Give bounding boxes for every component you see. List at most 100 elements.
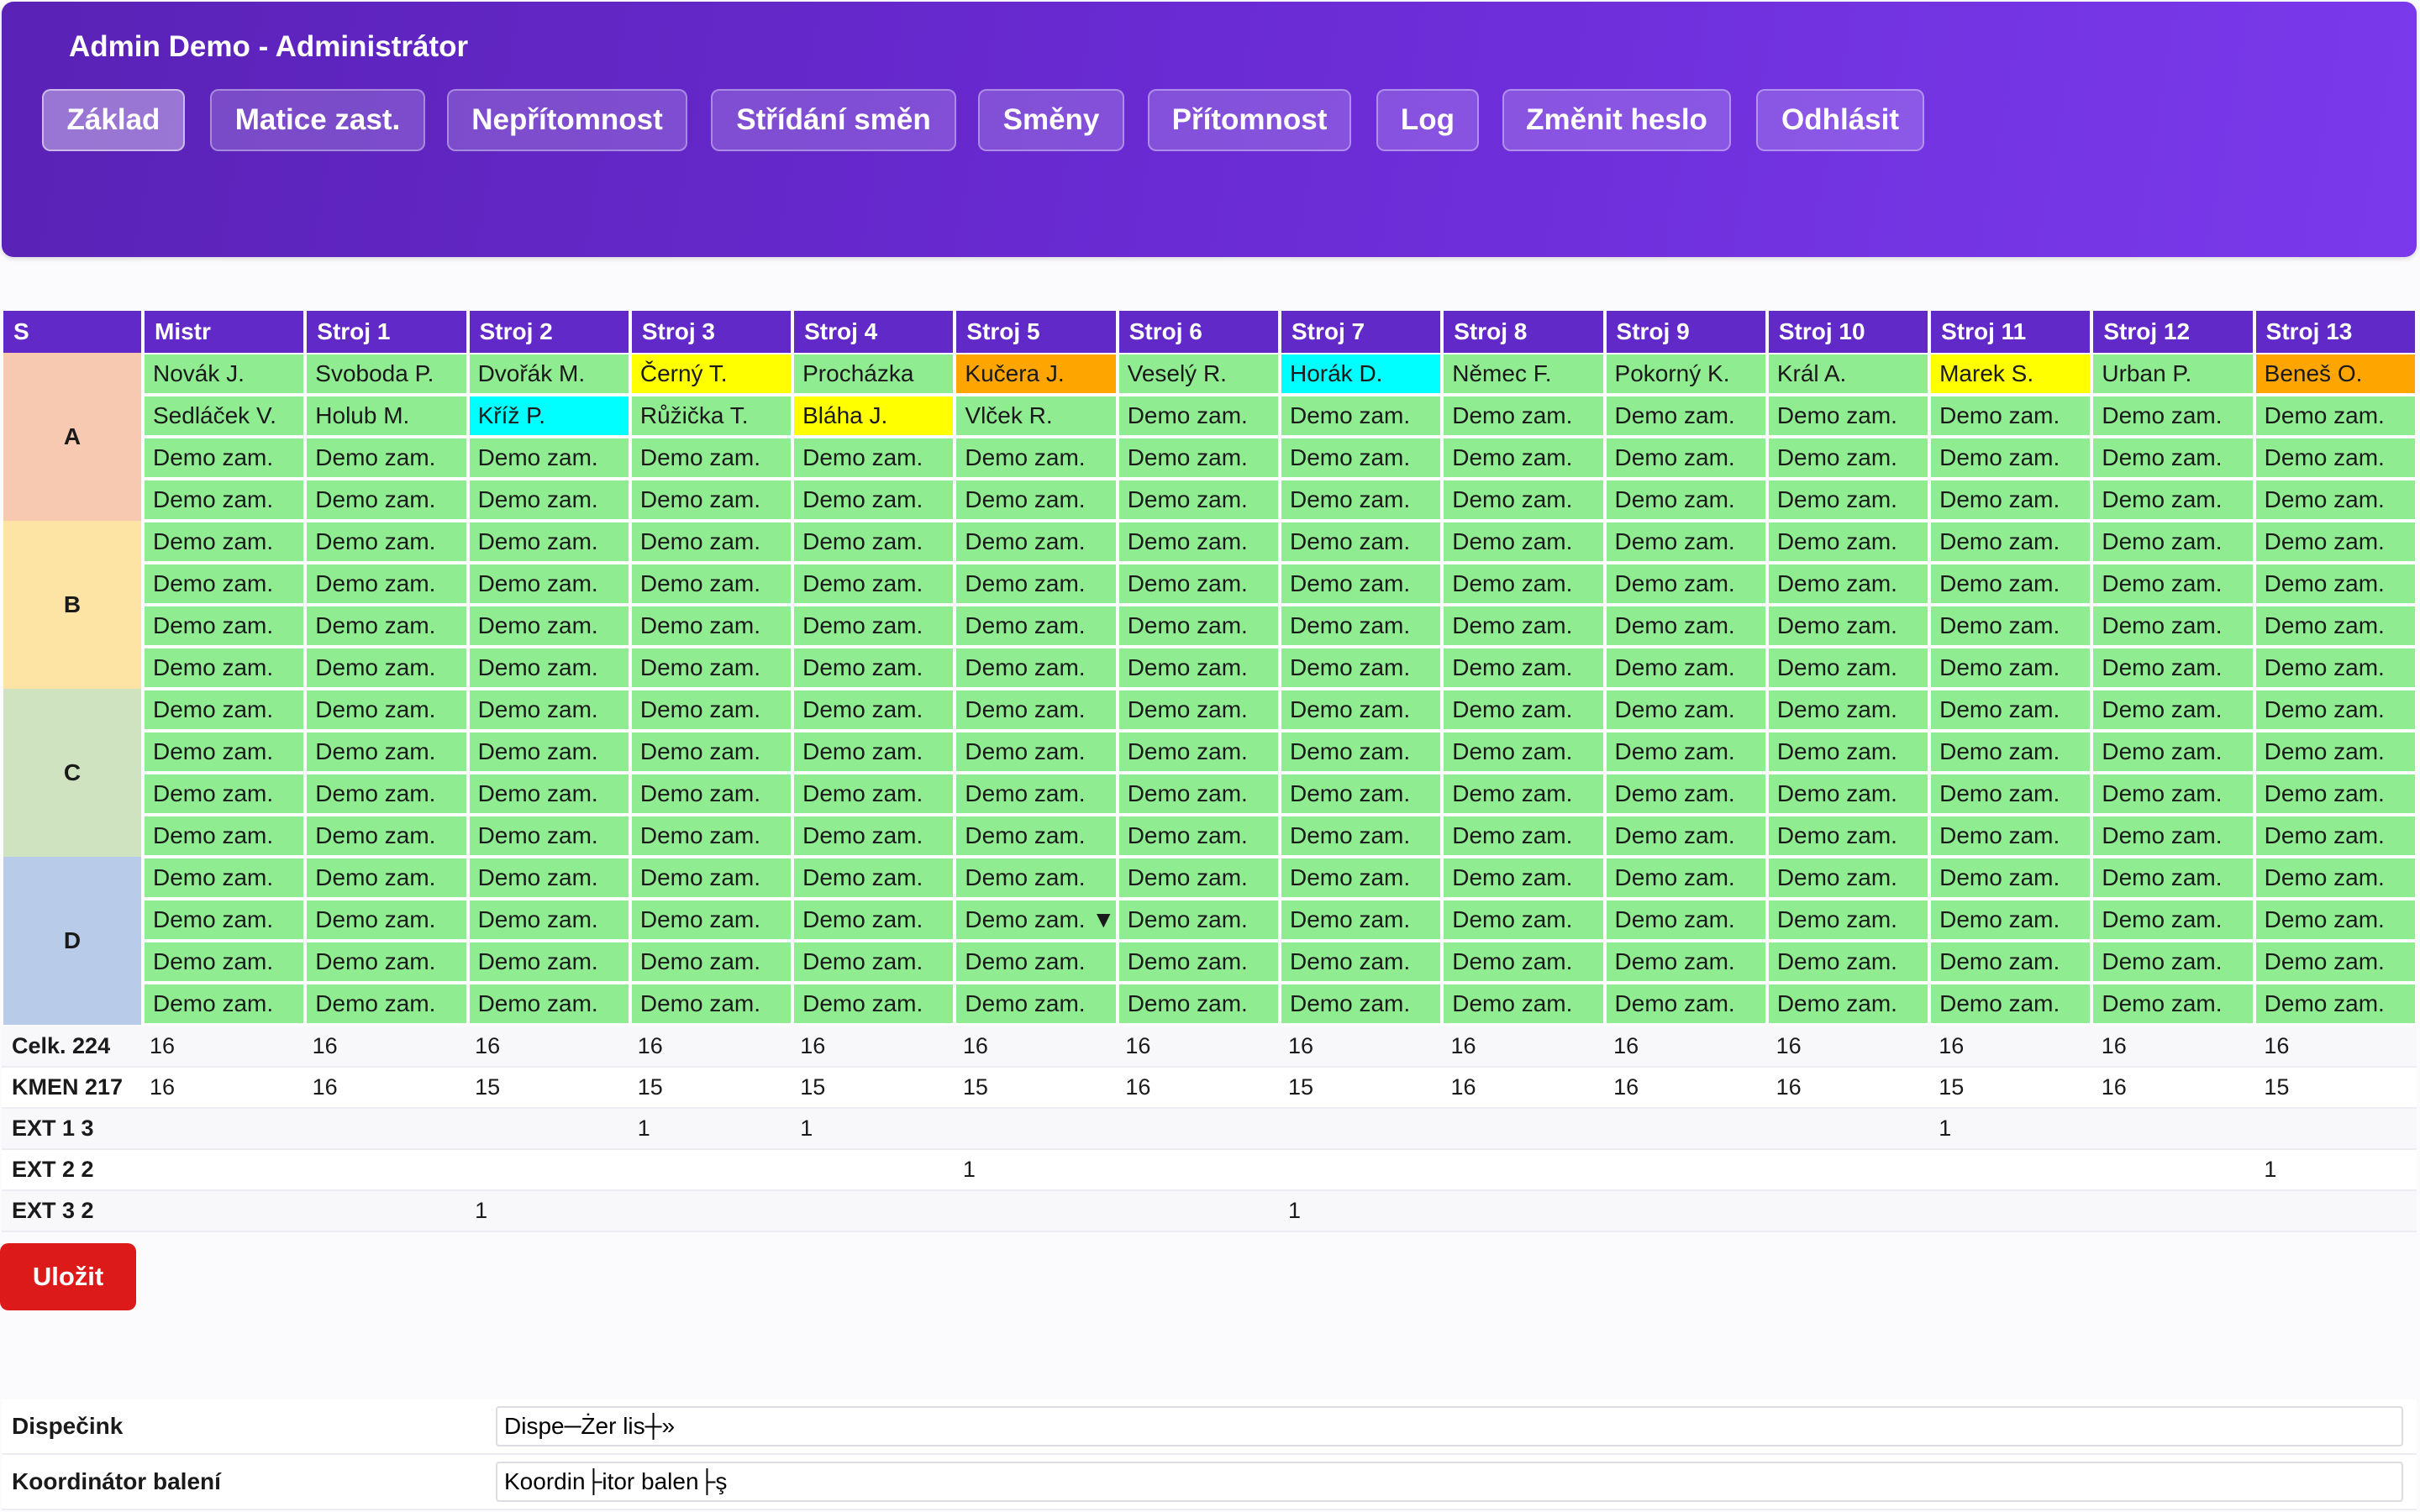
employee-cell[interactable]: Demo zam. — [1768, 437, 1928, 479]
nav-button-8[interactable]: Odhlásit — [1756, 89, 1924, 151]
employee-cell[interactable]: Demo zam. — [956, 689, 1116, 731]
employee-cell[interactable]: Demo zam. — [2255, 899, 2415, 941]
employee-cell[interactable]: Demo zam. — [794, 773, 954, 815]
employee-cell[interactable]: Novák J. — [145, 353, 304, 395]
employee-cell[interactable]: Demo zam. — [145, 731, 304, 773]
employee-cell[interactable]: Demo zam. — [794, 605, 954, 647]
employee-cell[interactable]: Demo zam. — [2093, 983, 2253, 1025]
employee-cell[interactable]: Demo zam. — [1444, 563, 1603, 605]
employee-cell[interactable]: Demo zam. — [1606, 983, 1765, 1025]
employee-cell[interactable]: Demo zam. — [631, 689, 792, 731]
employee-cell[interactable]: Pokorný K. — [1606, 353, 1765, 395]
employee-cell[interactable]: Demo zam. — [2255, 815, 2415, 857]
employee-cell[interactable]: Demo zam. — [1118, 395, 1278, 437]
employee-cell[interactable]: Demo zam. — [145, 689, 304, 731]
employee-cell[interactable]: Demo zam. — [2093, 689, 2253, 731]
employee-cell[interactable]: Demo zam. — [469, 773, 629, 815]
employee-cell[interactable]: Demo zam. — [1931, 983, 2091, 1025]
employee-cell[interactable]: Demo zam. — [794, 857, 954, 899]
nav-button-7[interactable]: Změnit heslo — [1502, 89, 1731, 151]
employee-cell[interactable]: Demo zam. — [145, 815, 304, 857]
employee-cell[interactable]: Němec F. — [1444, 353, 1603, 395]
employee-cell[interactable]: Demo zam. — [1606, 521, 1765, 563]
employee-cell[interactable]: Demo zam. — [956, 437, 1116, 479]
employee-cell[interactable]: Demo zam. — [794, 521, 954, 563]
employee-cell[interactable]: Demo zam. — [1444, 857, 1603, 899]
employee-cell[interactable]: Demo zam. — [2093, 899, 2253, 941]
employee-cell[interactable]: Demo zam. — [307, 689, 466, 731]
employee-cell[interactable]: Demo zam. — [1931, 815, 2091, 857]
employee-cell[interactable]: Demo zam. — [1118, 605, 1278, 647]
employee-cell[interactable]: Demo zam. — [956, 857, 1116, 899]
employee-cell[interactable]: Demo zam. — [2093, 437, 2253, 479]
employee-cell[interactable]: Demo zam. — [1118, 647, 1278, 689]
employee-cell[interactable]: Demo zam. — [1768, 731, 1928, 773]
employee-cell[interactable]: Demo zam. — [469, 731, 629, 773]
employee-cell[interactable]: Demo zam. — [956, 773, 1116, 815]
employee-cell[interactable]: Demo zam. — [145, 941, 304, 983]
employee-cell[interactable]: Demo zam. — [1768, 689, 1928, 731]
employee-cell[interactable]: Demo zam. — [307, 941, 466, 983]
employee-cell[interactable]: Demo zam. — [1931, 941, 2091, 983]
employee-cell[interactable]: Demo zam. — [1606, 731, 1765, 773]
employee-cell[interactable]: Demo zam. — [956, 815, 1116, 857]
employee-cell[interactable]: Sedláček V. — [145, 395, 304, 437]
employee-cell[interactable]: Beneš O. — [2255, 353, 2415, 395]
employee-cell[interactable]: Demo zam. — [631, 731, 792, 773]
employee-cell[interactable]: Demo zam. — [1444, 479, 1603, 521]
employee-cell[interactable]: Demo zam. — [1118, 899, 1278, 941]
employee-cell[interactable]: Demo zam. — [145, 479, 304, 521]
employee-cell[interactable]: Demo zam. — [2093, 731, 2253, 773]
employee-cell[interactable]: Demo zam. — [469, 899, 629, 941]
employee-cell[interactable]: Demo zam. — [145, 521, 304, 563]
employee-cell[interactable]: Demo zam. — [469, 563, 629, 605]
employee-cell[interactable]: Demo zam. — [956, 941, 1116, 983]
employee-cell[interactable]: Demo zam. — [631, 983, 792, 1025]
employee-cell[interactable]: Růžička T. — [631, 395, 792, 437]
nav-button-2[interactable]: Nepřítomnost — [447, 89, 687, 151]
employee-cell[interactable]: Demo zam. — [631, 857, 792, 899]
employee-cell[interactable]: Demo zam. — [2093, 395, 2253, 437]
employee-cell[interactable]: Demo zam. — [145, 605, 304, 647]
employee-cell[interactable]: Demo zam. — [1118, 773, 1278, 815]
employee-cell[interactable]: Demo zam. — [2255, 773, 2415, 815]
employee-cell[interactable]: Demo zam. — [2255, 563, 2415, 605]
nav-button-0[interactable]: Základ — [42, 89, 185, 151]
employee-cell[interactable]: Demo zam. — [1444, 983, 1603, 1025]
employee-cell[interactable]: Demo zam. — [2255, 605, 2415, 647]
employee-cell[interactable]: Demo zam. — [2093, 815, 2253, 857]
employee-cell[interactable]: Demo zam. — [1931, 689, 2091, 731]
employee-cell[interactable]: Demo zam. — [2093, 479, 2253, 521]
employee-cell[interactable]: Demo zam. — [145, 983, 304, 1025]
employee-cell[interactable]: Demo zam. — [1606, 605, 1765, 647]
role-input[interactable] — [496, 1462, 2403, 1502]
employee-cell[interactable]: Demo zam. — [1281, 563, 1441, 605]
employee-cell[interactable]: Demo zam. — [794, 899, 954, 941]
employee-cell[interactable]: Demo zam. — [794, 689, 954, 731]
employee-cell[interactable]: Demo zam. — [1444, 605, 1603, 647]
employee-cell[interactable]: Demo zam. — [307, 563, 466, 605]
employee-cell[interactable]: Demo zam. — [1768, 647, 1928, 689]
nav-button-4[interactable]: Směny — [978, 89, 1124, 151]
employee-cell[interactable]: Demo zam. — [1444, 731, 1603, 773]
employee-cell[interactable]: Demo zam. — [2255, 647, 2415, 689]
employee-cell[interactable]: Demo zam. — [1281, 437, 1441, 479]
employee-cell[interactable]: Demo zam. — [307, 647, 466, 689]
employee-cell[interactable]: Demo zam. — [1281, 479, 1441, 521]
employee-cell[interactable]: Demo zam. — [1281, 689, 1441, 731]
employee-cell[interactable]: Demo zam. — [1606, 815, 1765, 857]
employee-cell[interactable]: Demo zam. — [2093, 521, 2253, 563]
employee-cell[interactable]: Demo zam. — [1606, 395, 1765, 437]
employee-cell[interactable]: Demo zam. — [2255, 731, 2415, 773]
employee-cell[interactable]: Demo zam. — [794, 437, 954, 479]
employee-cell[interactable]: Demo zam. — [956, 605, 1116, 647]
employee-cell[interactable]: Demo zam. — [1281, 605, 1441, 647]
save-button[interactable]: Uložit — [0, 1243, 136, 1310]
employee-cell[interactable]: Demo zam. — [1931, 563, 2091, 605]
employee-cell[interactable]: Demo zam. — [2093, 647, 2253, 689]
nav-button-3[interactable]: Střídání směn — [711, 89, 956, 151]
employee-cell[interactable]: Demo zam. — [145, 899, 304, 941]
employee-cell[interactable]: Demo zam. — [2255, 983, 2415, 1025]
employee-cell[interactable]: Demo zam. — [307, 605, 466, 647]
employee-cell[interactable]: Demo zam. — [307, 899, 466, 941]
